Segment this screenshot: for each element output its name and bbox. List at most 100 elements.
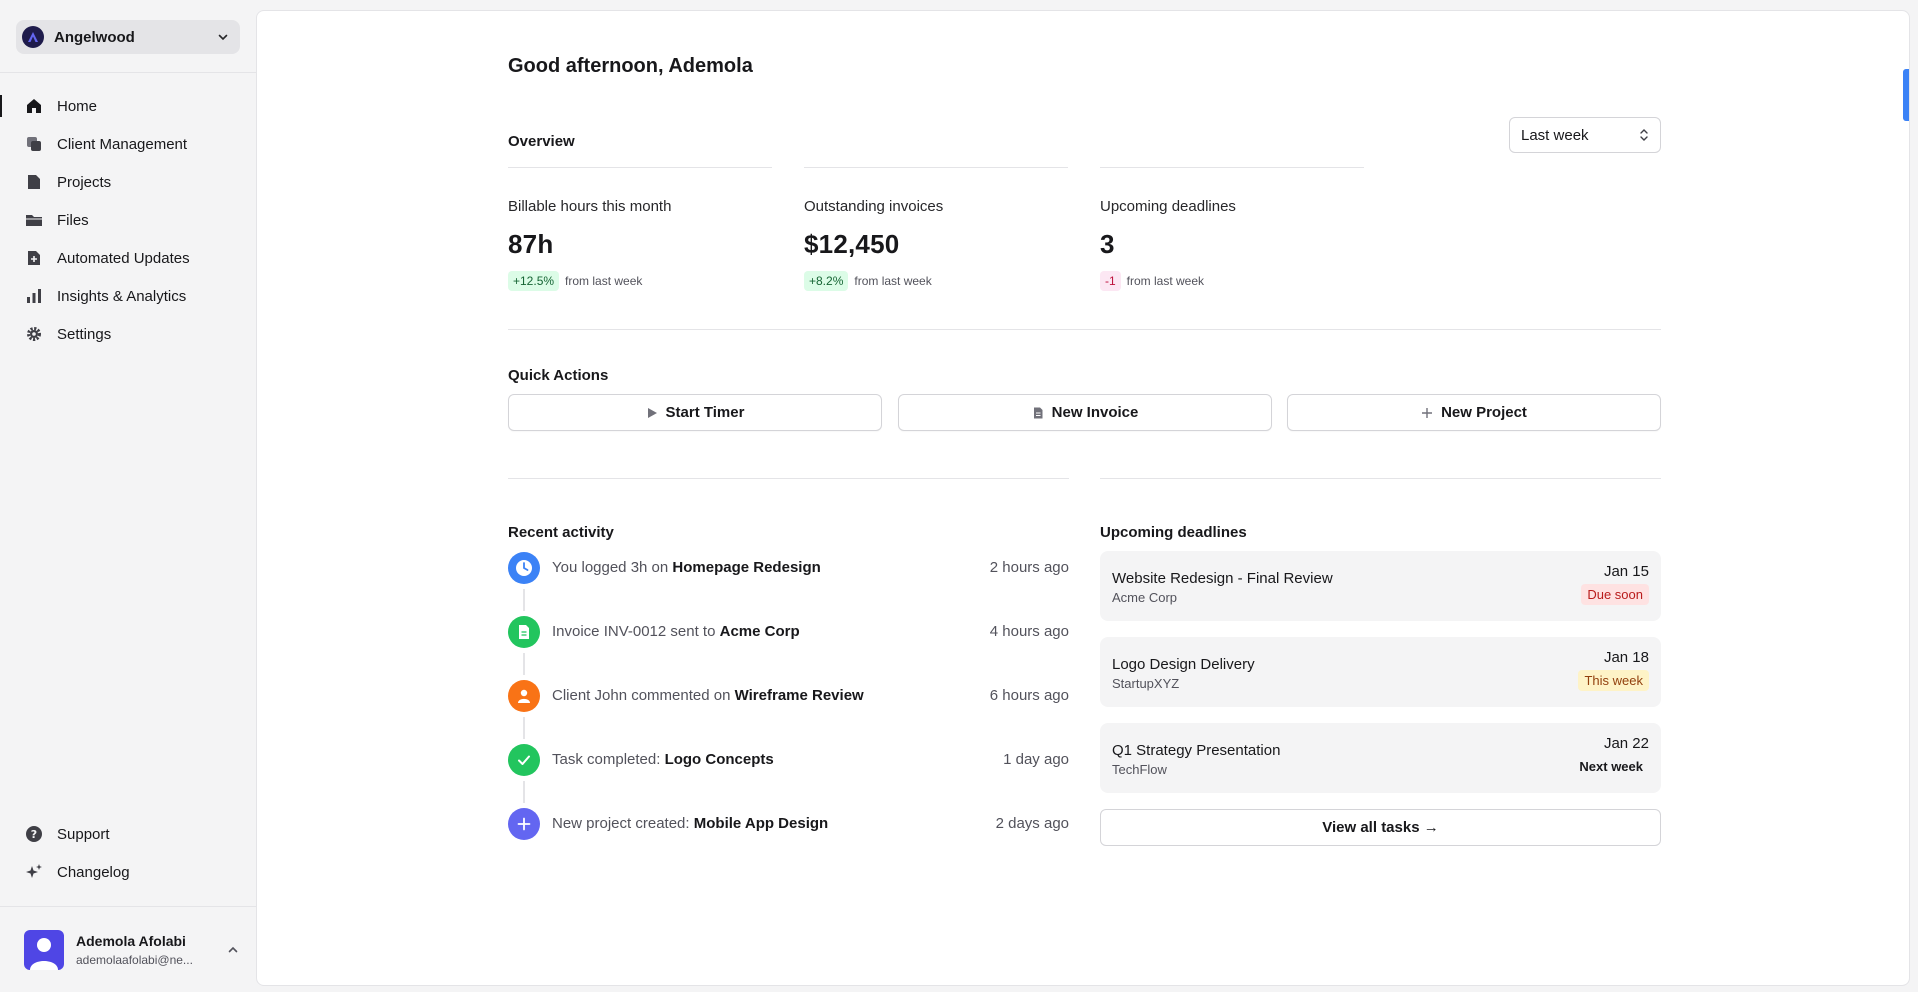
recent-activity-list: You logged 3h on Homepage Redesign 2 hou… [508,552,1069,872]
section-divider [508,329,1661,330]
sidebar-item-client-management[interactable]: Client Management [0,125,256,163]
activity-item[interactable]: New project created: Mobile App Design 2… [508,808,1069,872]
plus-icon [508,808,540,840]
activity-target-link[interactable]: Logo Concepts [664,751,774,768]
start-timer-button[interactable]: Start Timer [508,394,882,431]
sidebar-item-label: Settings [57,325,112,343]
stat-value: $12,450 [804,229,900,259]
activity-time: 1 day ago [1003,751,1069,768]
timeline-connector [523,781,525,803]
activity-time: 4 hours ago [989,623,1069,640]
sidebar-item-projects[interactable]: Projects [0,163,256,201]
section-divider [1100,478,1661,479]
stat-upcoming-deadlines: Upcoming deadlines 3 -1 from last week [1100,167,1364,291]
sidebar-nav: Home Client Management Projects Files Au… [0,87,256,353]
button-label: New Project [1441,404,1527,421]
recent-activity-title: Recent activity [508,524,614,541]
deadline-card[interactable]: Website Redesign - Final Review Acme Cor… [1100,551,1661,621]
activity-time: 2 days ago [995,815,1069,832]
period-select[interactable]: Last week [1509,117,1661,153]
sidebar-item-changelog[interactable]: Changelog [0,853,256,891]
sparkles-icon [26,864,42,878]
chevron-up-down-icon [1640,129,1648,141]
view-all-tasks-button[interactable]: View all tasks → [1100,809,1661,846]
sidebar-item-label: Client Management [57,135,188,153]
sidebar-item-label: Support [57,825,110,843]
activity-time: 6 hours ago [989,687,1069,704]
sidebar-item-settings[interactable]: Settings [0,315,256,353]
activity-text: New project created: Mobile App Design [552,815,829,832]
stat-divider [1100,167,1364,168]
activity-target-link[interactable]: Mobile App Design [693,815,829,832]
upcoming-deadlines-title: Upcoming deadlines [1100,524,1247,541]
sidebar: Angelwood Home Client Management Project… [0,0,256,992]
timeline-connector [523,589,525,611]
activity-text: Task completed: Logo Concepts [552,751,774,768]
page-title: Good afternoon, Ademola [508,55,753,77]
svg-text:?: ? [31,828,37,841]
workspace-switcher[interactable]: Angelwood [16,20,240,54]
sidebar-item-files[interactable]: Files [0,201,256,239]
stat-outstanding-invoices: Outstanding invoices $12,450 +8.2% from … [804,167,1068,291]
deadline-client: StartupXYZ [1112,676,1180,691]
deadline-date: Jan 22 [1603,735,1649,752]
new-invoice-button[interactable]: New Invoice [898,394,1272,431]
overview-title: Overview [508,133,575,150]
sidebar-item-insights[interactable]: Insights & Analytics [0,277,256,315]
quick-actions-title: Quick Actions [508,367,609,384]
deadline-client: TechFlow [1112,762,1167,777]
stat-divider [508,167,772,168]
stat-change-badge: +8.2% [804,271,849,291]
deadline-card[interactable]: Logo Design Delivery StartupXYZ Jan 18 T… [1100,637,1661,707]
user-menu[interactable]: Ademola Afolabi ademolaafolabi@ne... [16,922,240,978]
clients-icon [27,137,41,151]
activity-item[interactable]: Task completed: Logo Concepts 1 day ago [508,744,1069,808]
main-panel: Good afternoon, Ademola Overview Last we… [256,10,1910,986]
period-select-value: Last week [1521,126,1589,144]
document-icon [1033,407,1043,418]
activity-item[interactable]: Client John commented on Wireframe Revie… [508,680,1069,744]
sidebar-item-automated-updates[interactable]: Automated Updates [0,239,256,277]
new-project-button[interactable]: New Project [1287,394,1661,431]
sidebar-item-label: Automated Updates [57,249,190,267]
workspace-name: Angelwood [54,28,135,46]
timeline-connector [523,717,525,739]
sidebar-item-label: Files [57,211,89,229]
stat-change: +8.2% from last week [804,271,1068,291]
activity-item[interactable]: Invoice INV-0012 sent to Acme Corp 4 hou… [508,616,1069,680]
user-email: ademolaafolabi@ne... [76,953,193,967]
sidebar-item-label: Changelog [57,863,130,881]
sidebar-item-home[interactable]: Home [0,87,256,125]
bar-chart-icon [27,289,41,303]
stat-value: 3 [1100,229,1115,259]
activity-target-link[interactable]: Wireframe Review [734,687,864,704]
status-badge: Next week [1579,759,1643,774]
activity-target-link[interactable]: Acme Corp [719,623,800,640]
deadline-date: Jan 18 [1603,649,1649,666]
scrollbar-thumb[interactable] [1903,69,1909,121]
deadline-date: Jan 15 [1603,563,1649,580]
projects-icon [28,175,40,189]
sidebar-item-label: Projects [57,173,112,191]
deadline-title: Logo Design Delivery [1112,656,1255,673]
status-badge: This week [1578,670,1649,691]
user-avatar-icon [30,938,58,970]
activity-item[interactable]: You logged 3h on Homepage Redesign 2 hou… [508,552,1069,616]
button-label: New Invoice [1051,404,1139,421]
activity-target-link[interactable]: Homepage Redesign [672,559,821,576]
stat-value: 87h [508,229,554,259]
plus-icon [1422,407,1433,418]
stat-change: +12.5% from last week [508,271,772,291]
stat-change-note: from last week [565,274,643,288]
deadline-card[interactable]: Q1 Strategy Presentation TechFlow Jan 22… [1100,723,1661,793]
sidebar-item-label: Insights & Analytics [57,287,187,305]
button-label: Start Timer [665,404,745,421]
sidebar-item-support[interactable]: ? Support [0,815,256,853]
stat-label: Upcoming deadlines [1100,198,1236,215]
check-icon [508,744,540,776]
sidebar-divider [0,72,256,73]
stat-label: Outstanding invoices [804,198,944,215]
activity-text: Client John commented on Wireframe Revie… [552,687,864,704]
stat-billable-hours: Billable hours this month 87h +12.5% fro… [508,167,772,291]
clock-icon [508,552,540,584]
